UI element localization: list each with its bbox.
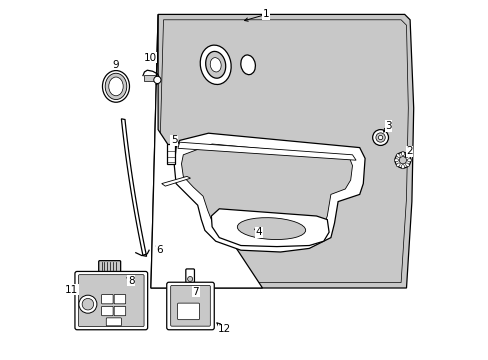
Ellipse shape xyxy=(393,159,398,162)
Ellipse shape xyxy=(205,51,225,78)
Text: 2: 2 xyxy=(405,146,412,156)
Ellipse shape xyxy=(200,45,231,85)
Text: 12: 12 xyxy=(218,324,231,334)
Circle shape xyxy=(372,130,387,145)
FancyBboxPatch shape xyxy=(114,294,125,304)
FancyBboxPatch shape xyxy=(99,261,121,272)
FancyBboxPatch shape xyxy=(106,318,121,326)
Polygon shape xyxy=(174,133,365,252)
FancyBboxPatch shape xyxy=(166,282,214,330)
Ellipse shape xyxy=(405,163,408,167)
Bar xyxy=(143,75,154,81)
Polygon shape xyxy=(162,176,190,186)
Text: 7: 7 xyxy=(192,287,199,297)
FancyBboxPatch shape xyxy=(185,269,194,283)
Ellipse shape xyxy=(405,154,408,157)
Circle shape xyxy=(378,135,382,140)
FancyBboxPatch shape xyxy=(102,294,113,304)
Text: 11: 11 xyxy=(65,285,78,295)
Text: 3: 3 xyxy=(385,121,391,131)
Text: 5: 5 xyxy=(171,135,177,145)
Polygon shape xyxy=(151,14,262,288)
Ellipse shape xyxy=(105,73,126,99)
Circle shape xyxy=(399,157,406,164)
Circle shape xyxy=(187,276,192,282)
FancyBboxPatch shape xyxy=(177,303,199,320)
Text: 8: 8 xyxy=(127,276,134,286)
Text: 4: 4 xyxy=(255,227,262,237)
Ellipse shape xyxy=(401,165,404,169)
Text: 1: 1 xyxy=(262,9,269,19)
Ellipse shape xyxy=(210,58,221,72)
Polygon shape xyxy=(211,209,328,247)
Bar xyxy=(167,144,175,164)
Ellipse shape xyxy=(237,218,305,239)
Polygon shape xyxy=(151,14,413,288)
Ellipse shape xyxy=(102,71,129,102)
Ellipse shape xyxy=(401,152,404,156)
Ellipse shape xyxy=(240,55,255,75)
Polygon shape xyxy=(178,142,355,160)
Ellipse shape xyxy=(396,163,399,167)
FancyBboxPatch shape xyxy=(170,285,210,326)
FancyBboxPatch shape xyxy=(79,275,144,327)
FancyBboxPatch shape xyxy=(114,306,125,316)
FancyBboxPatch shape xyxy=(75,271,147,330)
Text: 6: 6 xyxy=(156,245,163,255)
FancyBboxPatch shape xyxy=(102,306,113,316)
Ellipse shape xyxy=(108,77,123,96)
Circle shape xyxy=(82,298,94,310)
Circle shape xyxy=(153,76,161,84)
Polygon shape xyxy=(181,144,352,242)
Ellipse shape xyxy=(407,159,411,162)
Circle shape xyxy=(79,295,97,313)
Text: 10: 10 xyxy=(143,53,157,63)
Ellipse shape xyxy=(396,154,399,157)
Circle shape xyxy=(375,133,385,142)
Text: 9: 9 xyxy=(112,60,119,70)
Circle shape xyxy=(394,152,410,168)
Polygon shape xyxy=(121,119,146,256)
